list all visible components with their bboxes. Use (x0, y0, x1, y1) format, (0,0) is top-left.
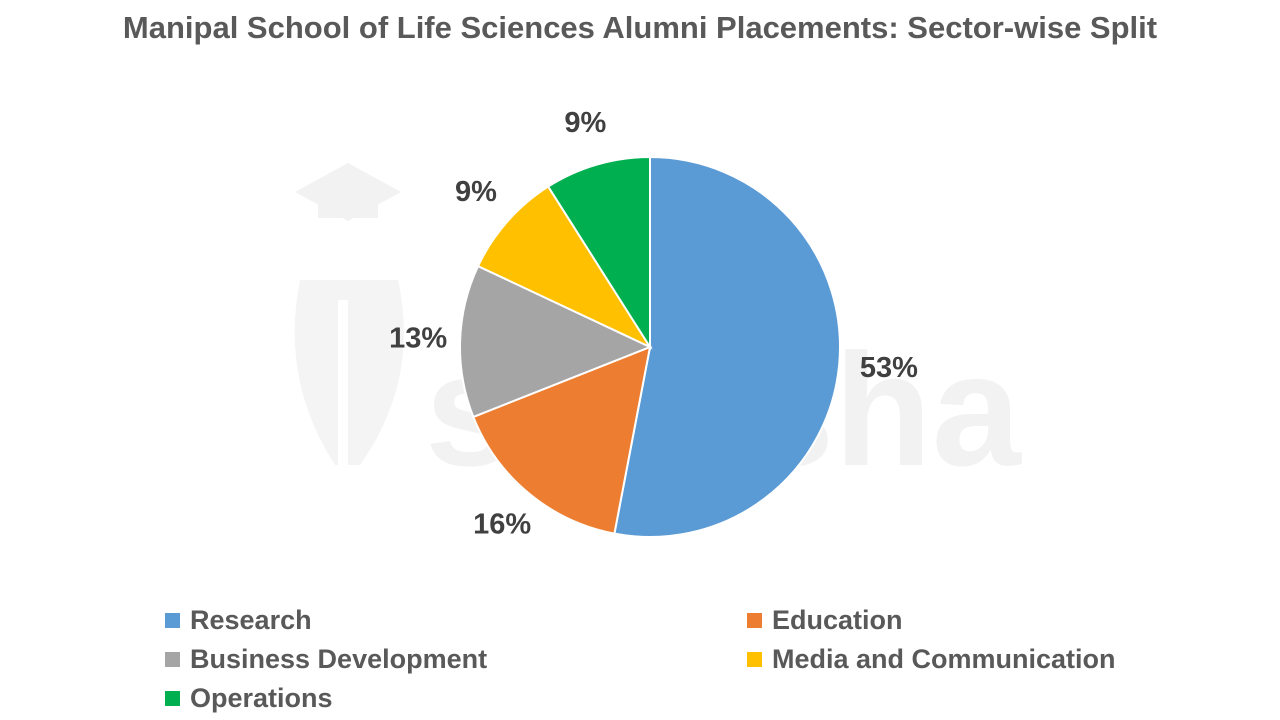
legend-swatch (165, 612, 180, 628)
legend-item-operations: Operations (165, 680, 333, 716)
legend-label: Education (772, 604, 903, 635)
legend-label: Business Development (190, 643, 488, 674)
legend-label: Media and Communication (772, 643, 1116, 674)
slice-label-operations: 9% (564, 107, 606, 139)
graduation-cap-icon (294, 163, 404, 465)
pie-slice-business-development (459, 264, 653, 419)
pie-slice-research (613, 155, 841, 538)
legend-item-business-development: Business Development (165, 641, 487, 677)
legend-swatch (165, 690, 180, 706)
pie-slices (459, 155, 841, 538)
legend-swatch (747, 651, 762, 667)
legend-item-media-and-communication: Media and Communication (747, 641, 1116, 677)
chart-title: Manipal School of Life Sciences Alumni P… (122, 10, 1158, 45)
legend-swatch (747, 612, 762, 628)
legend-label: Research (190, 604, 312, 635)
legend-label: Operations (190, 682, 333, 713)
slice-label-research: 53% (860, 352, 918, 384)
legend-item-research: Research (165, 602, 312, 638)
pie-slice-operations (546, 155, 651, 351)
slice-label-media-and-communication: 9% (455, 176, 497, 208)
legend-item-education: Education (747, 602, 903, 638)
slice-label-education: 16% (473, 508, 531, 540)
pie-slice-education (472, 345, 652, 535)
slice-labels: 53% 16% 13% 9% 9% (389, 107, 918, 541)
slice-label-business-development: 13% (389, 322, 447, 354)
pie-slice-media-and-communication (476, 185, 653, 350)
legend-swatch (165, 651, 180, 667)
